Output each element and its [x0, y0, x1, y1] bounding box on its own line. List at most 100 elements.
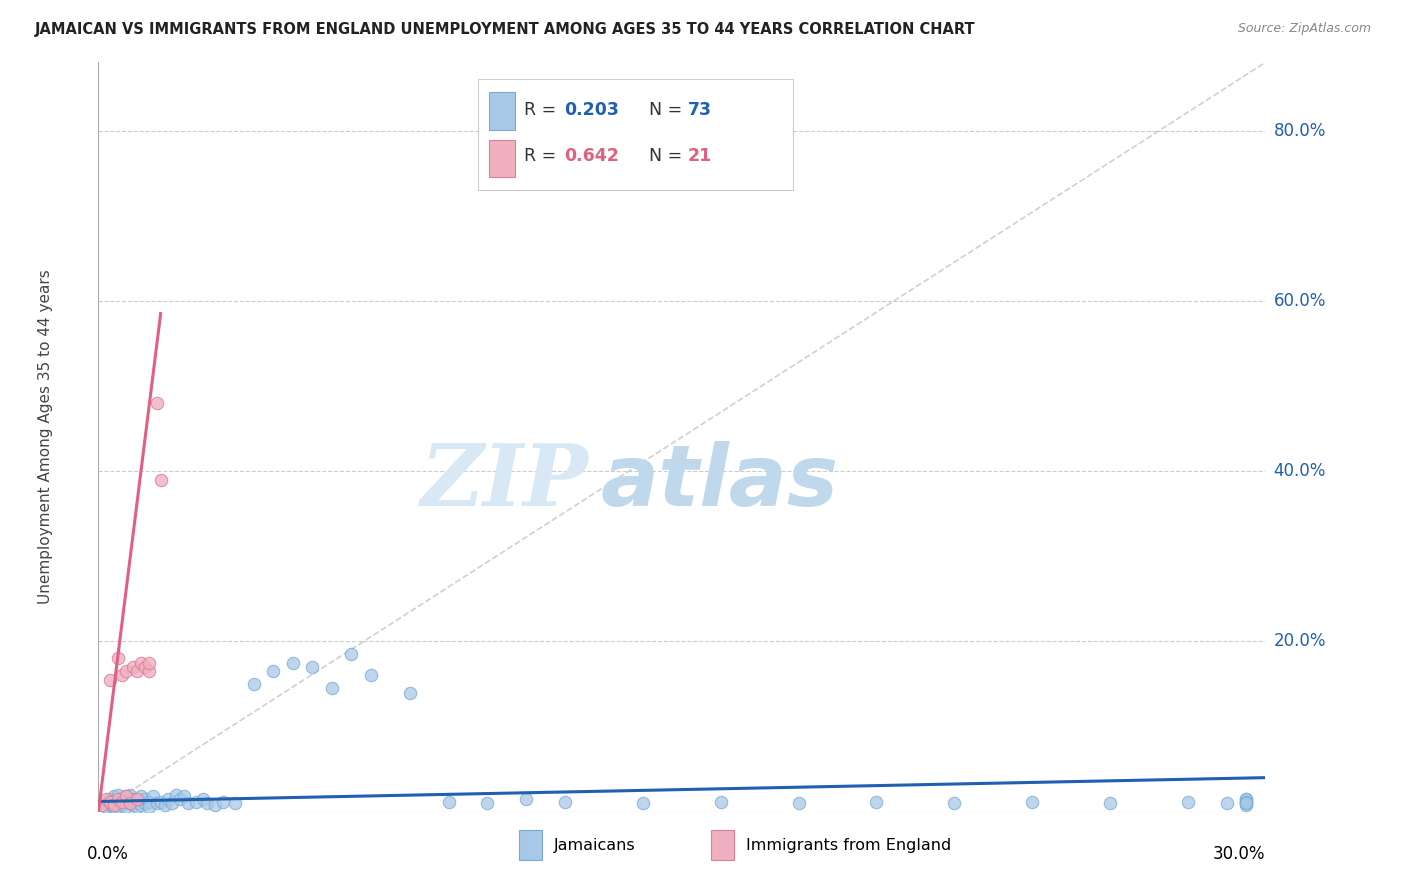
Point	[107, 800, 129, 814]
Point	[865, 795, 887, 809]
Point	[153, 797, 176, 812]
Point	[184, 795, 207, 809]
Point	[96, 799, 118, 814]
Point	[281, 656, 304, 670]
Point	[204, 797, 226, 812]
Point	[398, 685, 420, 699]
Point	[321, 681, 343, 696]
Point	[127, 795, 149, 809]
Point	[98, 673, 121, 687]
Point	[91, 797, 114, 812]
Point	[127, 792, 149, 806]
Text: 20.0%: 20.0%	[1274, 632, 1326, 650]
Point	[98, 795, 121, 809]
Point	[1177, 795, 1199, 809]
Point	[129, 789, 152, 804]
Text: R =: R =	[524, 101, 562, 119]
Text: N =: N =	[650, 101, 688, 119]
Point	[114, 789, 136, 804]
Point	[787, 796, 810, 810]
Point	[1234, 795, 1257, 809]
Point	[111, 792, 134, 806]
Point	[127, 664, 149, 678]
Text: 40.0%: 40.0%	[1274, 462, 1326, 480]
Point	[1234, 797, 1257, 812]
Point	[169, 792, 191, 806]
Point	[107, 792, 129, 806]
Text: 0.203: 0.203	[564, 101, 619, 119]
Point	[631, 796, 654, 810]
Point	[138, 656, 160, 670]
Point	[193, 792, 215, 806]
Point	[1098, 796, 1121, 810]
Point	[103, 799, 125, 814]
Point	[111, 797, 134, 812]
Point	[134, 792, 156, 806]
Point	[1234, 792, 1257, 806]
Point	[301, 660, 323, 674]
Text: Jamaicans: Jamaicans	[554, 838, 636, 853]
Point	[360, 668, 382, 682]
Point	[146, 396, 169, 410]
Point	[177, 796, 200, 810]
Text: R =: R =	[524, 147, 562, 165]
Point	[129, 797, 152, 812]
Point	[96, 795, 118, 809]
Point	[134, 796, 156, 810]
Point	[243, 677, 266, 691]
Point	[165, 788, 187, 802]
Point	[1021, 795, 1043, 809]
Text: JAMAICAN VS IMMIGRANTS FROM ENGLAND UNEMPLOYMENT AMONG AGES 35 TO 44 YEARS CORRE: JAMAICAN VS IMMIGRANTS FROM ENGLAND UNEM…	[35, 22, 976, 37]
Point	[1215, 796, 1237, 810]
Bar	[489, 140, 515, 178]
Point	[1234, 792, 1257, 806]
Point	[134, 660, 156, 674]
Text: Source: ZipAtlas.com: Source: ZipAtlas.com	[1237, 22, 1371, 36]
Point	[98, 792, 121, 806]
Point	[149, 795, 172, 809]
Point	[138, 664, 160, 678]
Point	[111, 668, 134, 682]
Point	[103, 789, 125, 804]
Point	[118, 788, 141, 802]
Text: 73: 73	[688, 101, 711, 119]
Point	[98, 796, 121, 810]
Text: Unemployment Among Ages 35 to 44 years: Unemployment Among Ages 35 to 44 years	[38, 269, 53, 605]
Point	[138, 795, 160, 809]
Point	[554, 795, 576, 809]
Point	[122, 792, 145, 806]
Point	[91, 797, 114, 812]
Point	[212, 795, 235, 809]
Point	[943, 796, 966, 810]
Point	[118, 796, 141, 810]
Text: N =: N =	[650, 147, 688, 165]
Point	[98, 797, 121, 812]
Point	[142, 789, 165, 804]
Point	[224, 796, 246, 810]
Point	[103, 795, 125, 809]
Point	[515, 792, 537, 806]
Bar	[489, 93, 515, 130]
Text: 30.0%: 30.0%	[1213, 846, 1265, 863]
Point	[118, 796, 141, 810]
Point	[477, 796, 499, 810]
Text: 0.0%: 0.0%	[87, 846, 128, 863]
Point	[1234, 795, 1257, 809]
Point	[195, 796, 218, 810]
Point	[114, 800, 136, 814]
Point	[107, 651, 129, 665]
Point	[437, 795, 460, 809]
Text: ZIP: ZIP	[420, 441, 589, 524]
Point	[262, 664, 284, 678]
Text: 60.0%: 60.0%	[1274, 292, 1326, 310]
Point	[111, 795, 134, 809]
Point	[173, 789, 195, 804]
Point	[103, 797, 125, 812]
Point	[129, 656, 152, 670]
Point	[96, 792, 118, 806]
FancyBboxPatch shape	[478, 78, 793, 190]
Point	[138, 800, 160, 814]
Point	[146, 796, 169, 810]
Point	[162, 796, 184, 810]
Text: Immigrants from England: Immigrants from England	[747, 838, 952, 853]
